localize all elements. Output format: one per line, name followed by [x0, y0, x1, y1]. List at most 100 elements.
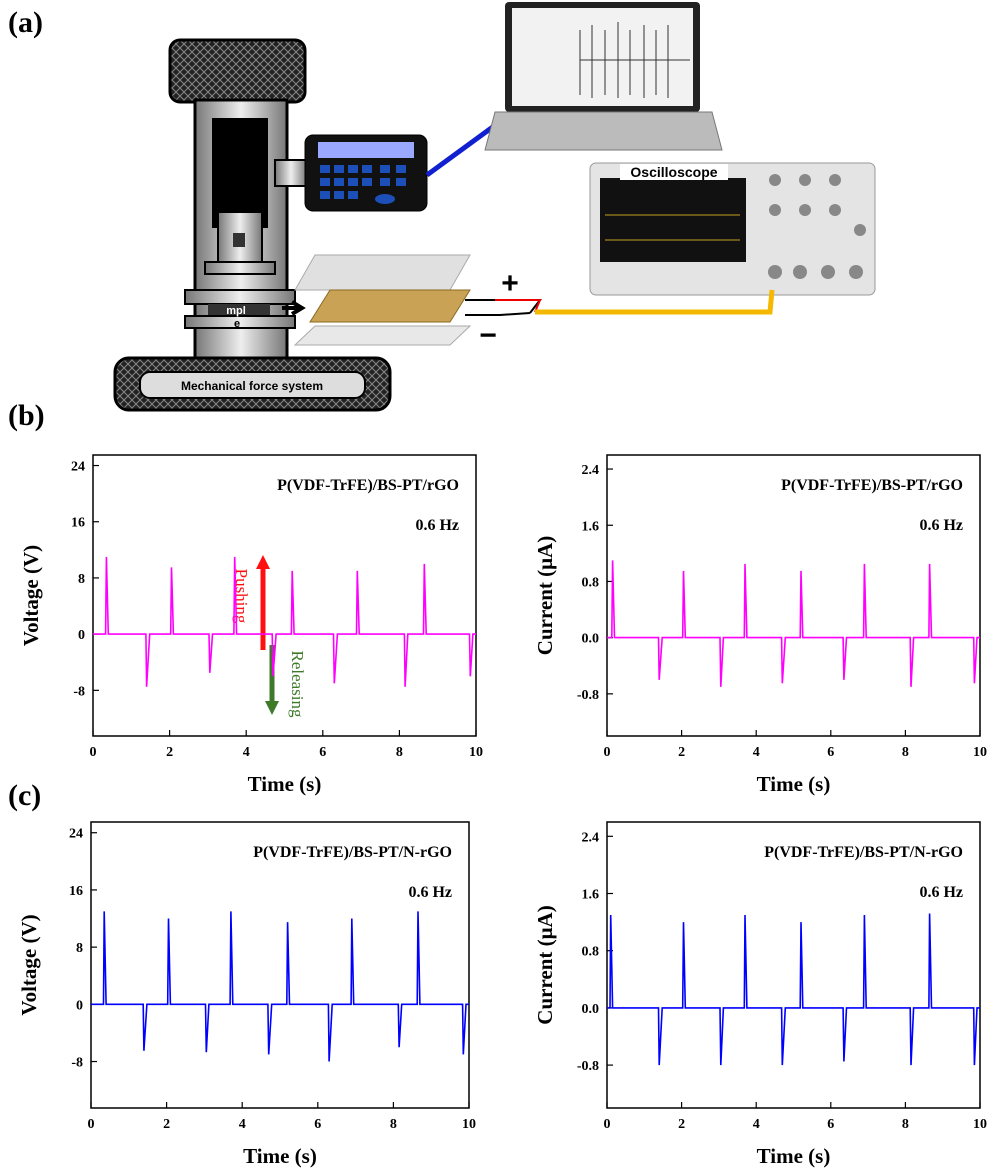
annotation: 0.6 Hz: [919, 884, 963, 901]
y-tick-label: -0.8: [577, 1059, 599, 1074]
base-label: Mechanical force system: [181, 379, 323, 393]
lead-black: [465, 299, 543, 316]
y-tick-label: 24: [71, 460, 85, 475]
annotation: P(VDF-TrFE)/BS-PT/N-rGO: [764, 844, 963, 861]
arm: [274, 159, 308, 187]
y-axis-label: Voltage (V): [17, 914, 41, 1015]
signal-line: [91, 911, 469, 1062]
annotation: P(VDF-TrFE)/BS-PT/N-rGO: [253, 844, 452, 861]
scope-knobs: [768, 174, 866, 279]
signal-line: [607, 913, 980, 1066]
base-plate: [139, 371, 366, 399]
panel-label: (b): [8, 399, 45, 432]
x-tick-label: 6: [319, 745, 326, 760]
annotation: P(VDF-TrFE)/BS-PT/rGO: [781, 477, 963, 494]
x-axis-label: Time (s): [248, 772, 322, 796]
laptop-display: [512, 8, 693, 106]
x-tick-label: 8: [390, 1117, 397, 1132]
controller-keys: [320, 165, 406, 204]
x-tick-label: 4: [239, 1117, 246, 1132]
film: [309, 289, 471, 323]
electrode-label: e: [234, 318, 240, 330]
plate: [204, 261, 276, 275]
tester-window: [212, 118, 268, 228]
x-tick-label: 0: [604, 1117, 611, 1132]
y-tick-label: 0.8: [582, 945, 600, 960]
x-axis-label: Time (s): [243, 1144, 317, 1168]
y-tick-label: 1.6: [582, 519, 600, 534]
x-tick-label: 2: [678, 1117, 685, 1132]
y-tick-label: 16: [71, 516, 85, 531]
setup-diagram: mpl e Mechanical force system Oscillosco…: [113, 2, 876, 412]
x-tick-label: 10: [973, 745, 987, 760]
controller-screen: [318, 142, 414, 158]
scope-trace: [605, 214, 740, 241]
panel-label: (a): [8, 6, 43, 39]
y-tick-label: -8: [71, 1056, 83, 1071]
x-tick-label: 2: [163, 1117, 170, 1132]
x-tick-label: 6: [314, 1117, 321, 1132]
y-tick-label: 8: [78, 572, 85, 587]
x-axis-label: Time (s): [757, 1144, 831, 1168]
tester-cap: [168, 38, 307, 104]
x-tick-label: 0: [88, 1117, 95, 1132]
plate-label: mpl: [226, 305, 246, 317]
y-tick-label: 0.0: [582, 632, 600, 647]
x-tick-label: 6: [827, 745, 834, 760]
x-axis-label: Time (s): [757, 772, 831, 796]
x-tick-label: 0: [604, 745, 611, 760]
x-tick-label: 8: [902, 745, 909, 760]
lower-plate: [184, 315, 296, 329]
annotation: 0.6 Hz: [415, 517, 459, 534]
plot-frame: [606, 454, 981, 737]
annotation: P(VDF-TrFE)/BS-PT/rGO: [277, 477, 459, 494]
plot-frame: [606, 821, 981, 1109]
y-tick-label: 0: [76, 998, 83, 1013]
x-tick-label: 10: [469, 745, 483, 760]
y-tick-label: 1.6: [582, 888, 600, 903]
minus-sign: −: [479, 319, 497, 352]
scope-screen: [600, 178, 746, 262]
y-tick-label: 0.0: [582, 1002, 600, 1017]
signal-line: [93, 556, 476, 687]
x-tick-label: 2: [166, 745, 173, 760]
y-tick-label: 8: [76, 941, 83, 956]
plate-body: [208, 304, 270, 316]
annotation: 0.6 Hz: [408, 884, 452, 901]
signal-cable: [535, 289, 775, 315]
y-tick-label: 24: [69, 827, 83, 842]
y-tick-label: 16: [69, 884, 83, 899]
arrow: [282, 300, 306, 316]
x-tick-label: 6: [827, 1117, 834, 1132]
lead-red: [495, 299, 542, 313]
arrow-head: [256, 555, 270, 569]
y-tick-label: -0.8: [577, 688, 599, 703]
y-tick-label: -8: [73, 684, 85, 699]
arrow-head: [265, 701, 279, 715]
bottom-layer: [293, 325, 472, 346]
laptop-base: [484, 111, 723, 151]
y-axis-label: Voltage (V): [19, 545, 43, 646]
y-tick-label: 2.4: [582, 830, 600, 845]
y-tick-label: 0: [78, 628, 85, 643]
laptop-plot: [579, 22, 690, 98]
annotation: 0.6 Hz: [919, 517, 963, 534]
x-tick-label: 8: [396, 745, 403, 760]
signal-line: [607, 560, 980, 687]
x-tick-label: 4: [753, 745, 760, 760]
plus-sign: +: [501, 267, 519, 300]
x-tick-label: 10: [462, 1117, 476, 1132]
top-layer: [294, 254, 471, 291]
plot-frame: [92, 454, 477, 737]
panel-label: (c): [8, 779, 41, 812]
scope-label: Oscilloscope: [630, 164, 717, 180]
plot-frame: [90, 821, 470, 1109]
y-axis-label: Current (μA): [533, 536, 557, 655]
arrow-label: Releasing: [288, 650, 307, 718]
x-tick-label: 10: [973, 1117, 987, 1132]
y-axis-label: Current (μA): [533, 905, 557, 1024]
x-tick-label: 8: [902, 1117, 909, 1132]
x-tick-label: 2: [678, 745, 685, 760]
y-tick-label: 2.4: [582, 463, 600, 478]
